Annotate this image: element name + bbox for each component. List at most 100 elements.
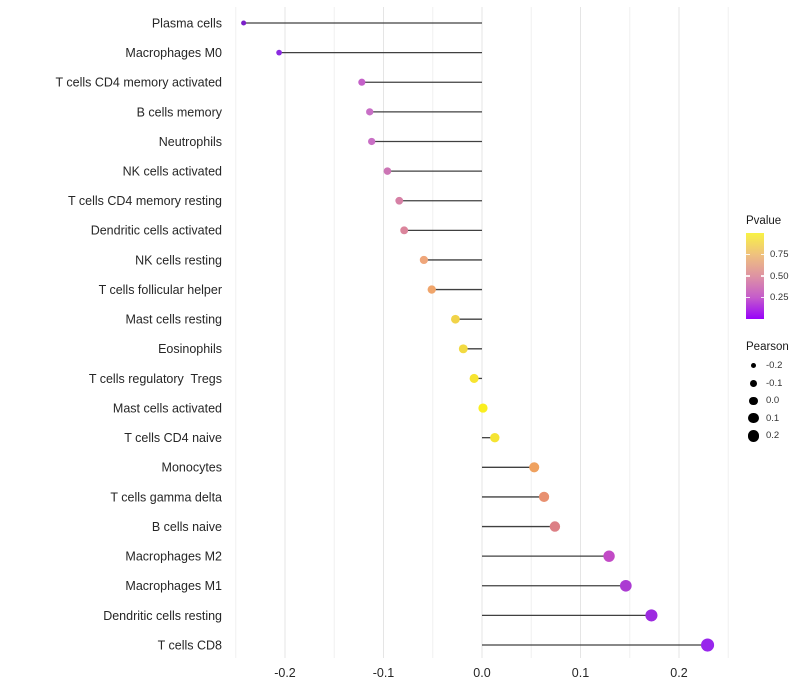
lollipop-dot <box>538 491 550 503</box>
y-axis-label: T cells follicular helper <box>99 283 222 297</box>
pvalue-gradient-bar <box>746 233 764 319</box>
lollipop-row: B cells naive <box>152 520 561 534</box>
lollipop-row: Monocytes <box>162 461 540 475</box>
lollipop-row: Dendritic cells resting <box>103 609 658 623</box>
y-axis-label: Macrophages M2 <box>125 550 222 564</box>
lollipop-dot <box>395 196 404 205</box>
lollipop-row: B cells memory <box>137 105 482 119</box>
y-axis-label: T cells gamma delta <box>110 490 222 504</box>
x-axis-tick-label: -0.2 <box>274 666 296 680</box>
pvalue-tick-label: 0.50 <box>770 270 789 282</box>
lollipop-row: Macrophages M0 <box>125 46 482 60</box>
pearson-size-item: -0.1 <box>746 375 800 393</box>
y-axis-label: Plasma cells <box>152 16 222 30</box>
pvalue-bar-tick <box>746 296 750 299</box>
y-axis-label: NK cells activated <box>123 165 222 179</box>
y-axis-label: Eosinophils <box>158 342 222 356</box>
pearson-size-dot <box>749 396 758 405</box>
pvalue-bar-tick <box>760 253 764 256</box>
lollipop-dot <box>400 226 409 235</box>
lollipop-dot <box>451 314 460 324</box>
y-axis-label: B cells naive <box>152 520 222 534</box>
lollipop-dot <box>619 579 632 592</box>
y-axis-label: T cells CD4 naive <box>124 431 222 445</box>
lollipop-dot <box>549 521 561 532</box>
lollipop-dot <box>241 20 247 26</box>
y-axis-label: T cells regulatory Tregs <box>89 372 222 386</box>
lollipop-dot <box>478 403 488 413</box>
lollipop-dot <box>645 609 658 622</box>
pearson-size-items: -0.2 -0.1 0.0 0.1 0.2 <box>746 357 800 445</box>
x-axis-tick-label: 0.0 <box>473 666 490 680</box>
lollipop-row: T cells gamma delta <box>110 490 550 504</box>
pearson-dot-box <box>746 393 761 408</box>
lollipop-row: T cells regulatory Tregs <box>89 372 482 386</box>
y-axis-label: Mast cells resting <box>125 313 222 327</box>
pvalue-gradient-wrap: 0.75 0.50 0.25 <box>746 233 800 319</box>
lollipop-dot <box>366 108 374 116</box>
y-axis-label: Macrophages M1 <box>125 579 222 593</box>
y-axis-label: Mast cells activated <box>113 401 222 415</box>
lollipop-dot <box>368 137 376 146</box>
pearson-size-label: 0.2 <box>766 430 780 442</box>
pearson-dot-box <box>746 376 761 391</box>
lollipop-dot <box>701 638 715 652</box>
y-axis-label: Dendritic cells resting <box>103 609 222 623</box>
lollipop-row: Dendritic cells activated <box>91 224 482 238</box>
lollipop-dot <box>383 167 392 175</box>
pearson-dot-box <box>746 411 761 426</box>
pearson-size-label: -0.1 <box>766 377 783 389</box>
pvalue-tick-label: 0.75 <box>770 249 789 260</box>
pearson-legend: Pearson -0.2 -0.1 0.0 0.1 0.2 <box>746 341 800 445</box>
lollipop-dot <box>490 432 500 443</box>
pearson-size-dot <box>750 379 757 387</box>
pearson-dot-box <box>746 358 761 373</box>
y-axis-label: T cells CD4 memory resting <box>68 194 222 208</box>
pearson-size-label: 0.0 <box>766 395 780 407</box>
lollipop-dot <box>469 373 479 383</box>
lollipop-row: NK cells resting <box>135 253 482 267</box>
pvalue-legend-title: Pvalue <box>746 215 782 227</box>
y-axis-label: Dendritic cells activated <box>91 224 222 238</box>
pearson-legend-title: Pearson <box>746 341 789 353</box>
pearson-dot-box <box>746 428 761 443</box>
pearson-size-dot <box>748 413 759 424</box>
x-axis-tick-label: 0.1 <box>572 666 589 680</box>
lollipop-dot <box>358 78 366 86</box>
y-axis-label: T cells CD4 memory activated <box>56 76 223 90</box>
y-axis-label: Monocytes <box>162 461 222 475</box>
lollipop-row: T cells CD4 memory activated <box>56 76 482 90</box>
y-axis-label: T cells CD8 <box>158 638 222 652</box>
lollipop-row: Mast cells resting <box>125 313 482 327</box>
pearson-size-dot <box>747 429 760 442</box>
pearson-size-item: 0.0 <box>746 392 800 410</box>
pearson-size-item: 0.2 <box>746 427 800 445</box>
lollipop-row: Neutrophils <box>159 135 482 149</box>
x-axis-tick-label: 0.2 <box>670 666 687 680</box>
lollipop-row: T cells CD4 memory resting <box>68 194 482 208</box>
lollipop-dot <box>427 285 436 294</box>
lollipop-row: NK cells activated <box>123 165 482 179</box>
lollipop-row: T cells follicular helper <box>99 283 482 297</box>
y-axis-label: Macrophages M0 <box>125 46 222 60</box>
pearson-size-label: 0.1 <box>766 412 780 424</box>
y-axis-label: Neutrophils <box>159 135 222 149</box>
pvalue-bar-tick <box>760 275 764 277</box>
pvalue-legend: Pvalue 0.75 0.50 0.25 <box>746 215 800 319</box>
lollipop-row: T cells CD8 <box>158 638 715 652</box>
pearson-size-item: -0.2 <box>746 357 800 375</box>
lollipop-row: Plasma cells <box>152 16 482 30</box>
lollipop-dot <box>276 49 282 56</box>
lollipop-dot <box>603 550 615 562</box>
lollipop-dot <box>419 255 428 265</box>
lollipop-row: Eosinophils <box>158 342 482 356</box>
pearson-size-dot <box>750 363 757 369</box>
pearson-size-item: 0.1 <box>746 410 800 428</box>
x-axis-tick-label: -0.1 <box>373 666 395 680</box>
y-axis-label: NK cells resting <box>135 253 222 267</box>
lollipop-dot <box>529 462 540 473</box>
y-axis-label: B cells memory <box>137 105 223 119</box>
pvalue-bar-tick <box>746 275 750 277</box>
